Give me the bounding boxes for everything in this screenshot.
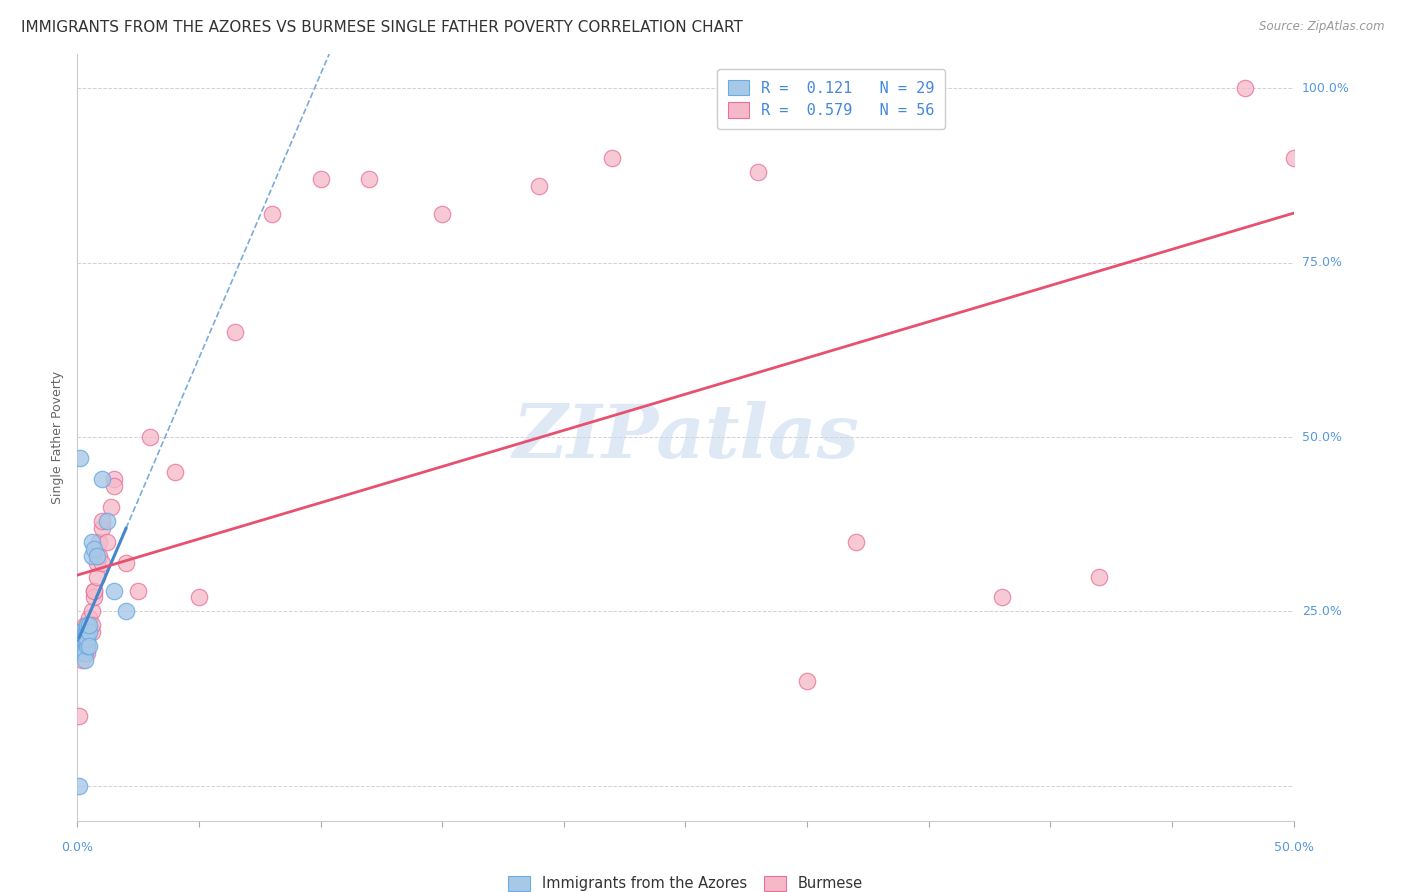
- Point: [80, 625, 103, 640]
- Point: [76, 625, 98, 640]
- Point: [115, 556, 138, 570]
- Point: [163, 465, 186, 479]
- Point: [83, 541, 105, 556]
- Point: [796, 674, 818, 689]
- Point: [70, 625, 93, 640]
- Point: [72, 632, 94, 647]
- Point: [359, 172, 381, 186]
- Point: [79, 640, 101, 654]
- Text: 0.0%: 0.0%: [62, 841, 93, 855]
- Point: [83, 591, 105, 605]
- Y-axis label: Single Father Poverty: Single Father Poverty: [51, 370, 65, 504]
- Point: [67, 779, 90, 793]
- Point: [115, 604, 138, 618]
- Point: [845, 534, 868, 549]
- Point: [80, 604, 103, 618]
- Point: [90, 514, 112, 528]
- Point: [1233, 81, 1256, 95]
- Point: [127, 583, 149, 598]
- Point: [76, 640, 98, 654]
- Point: [260, 207, 283, 221]
- Point: [69, 625, 91, 640]
- Text: 75.0%: 75.0%: [1302, 256, 1341, 269]
- Point: [76, 625, 98, 640]
- Point: [79, 618, 101, 632]
- Point: [103, 472, 125, 486]
- Point: [73, 618, 96, 632]
- Text: 25.0%: 25.0%: [1302, 605, 1341, 618]
- Point: [69, 450, 91, 465]
- Point: [75, 625, 97, 640]
- Point: [73, 646, 96, 660]
- Point: [89, 549, 111, 563]
- Point: [100, 500, 122, 514]
- Point: [602, 151, 624, 165]
- Point: [70, 632, 93, 647]
- Point: [69, 625, 91, 640]
- Point: [83, 583, 105, 598]
- Point: [96, 534, 118, 549]
- Point: [73, 625, 96, 640]
- Point: [70, 653, 93, 667]
- Text: 100.0%: 100.0%: [1302, 82, 1350, 95]
- Point: [83, 583, 105, 598]
- Text: 50.0%: 50.0%: [1302, 431, 1341, 443]
- Point: [73, 640, 96, 654]
- Point: [86, 556, 108, 570]
- Point: [67, 709, 90, 723]
- Point: [1282, 151, 1305, 165]
- Text: IMMIGRANTS FROM THE AZORES VS BURMESE SINGLE FATHER POVERTY CORRELATION CHART: IMMIGRANTS FROM THE AZORES VS BURMESE SI…: [21, 20, 742, 35]
- Point: [69, 640, 91, 654]
- Point: [73, 653, 96, 667]
- Point: [79, 625, 101, 640]
- Point: [90, 556, 112, 570]
- Point: [103, 479, 125, 493]
- Point: [70, 640, 93, 654]
- Point: [529, 179, 551, 194]
- Text: ZIPatlas: ZIPatlas: [512, 401, 859, 474]
- Point: [69, 632, 91, 647]
- Point: [79, 611, 101, 625]
- Point: [990, 591, 1012, 605]
- Point: [80, 549, 103, 563]
- Text: Source: ZipAtlas.com: Source: ZipAtlas.com: [1260, 20, 1385, 33]
- Point: [76, 618, 98, 632]
- Text: 50.0%: 50.0%: [1274, 841, 1313, 855]
- Point: [80, 618, 103, 632]
- Point: [430, 207, 453, 221]
- Point: [96, 514, 118, 528]
- Legend: Immigrants from the Azores, Burmese: Immigrants from the Azores, Burmese: [502, 870, 869, 892]
- Point: [103, 583, 125, 598]
- Point: [188, 591, 211, 605]
- Point: [73, 632, 96, 647]
- Point: [70, 625, 93, 640]
- Point: [80, 534, 103, 549]
- Point: [76, 640, 98, 654]
- Point: [73, 632, 96, 647]
- Point: [70, 640, 93, 654]
- Point: [90, 472, 112, 486]
- Point: [79, 625, 101, 640]
- Point: [1088, 569, 1111, 583]
- Point: [76, 618, 98, 632]
- Point: [86, 569, 108, 583]
- Point: [224, 326, 246, 340]
- Point: [76, 646, 98, 660]
- Point: [72, 646, 94, 660]
- Point: [73, 646, 96, 660]
- Point: [76, 632, 98, 647]
- Point: [309, 172, 332, 186]
- Point: [76, 640, 98, 654]
- Point: [69, 646, 91, 660]
- Point: [70, 625, 93, 640]
- Point: [747, 165, 769, 179]
- Point: [89, 534, 111, 549]
- Point: [86, 549, 108, 563]
- Point: [70, 632, 93, 647]
- Point: [139, 430, 162, 444]
- Point: [90, 521, 112, 535]
